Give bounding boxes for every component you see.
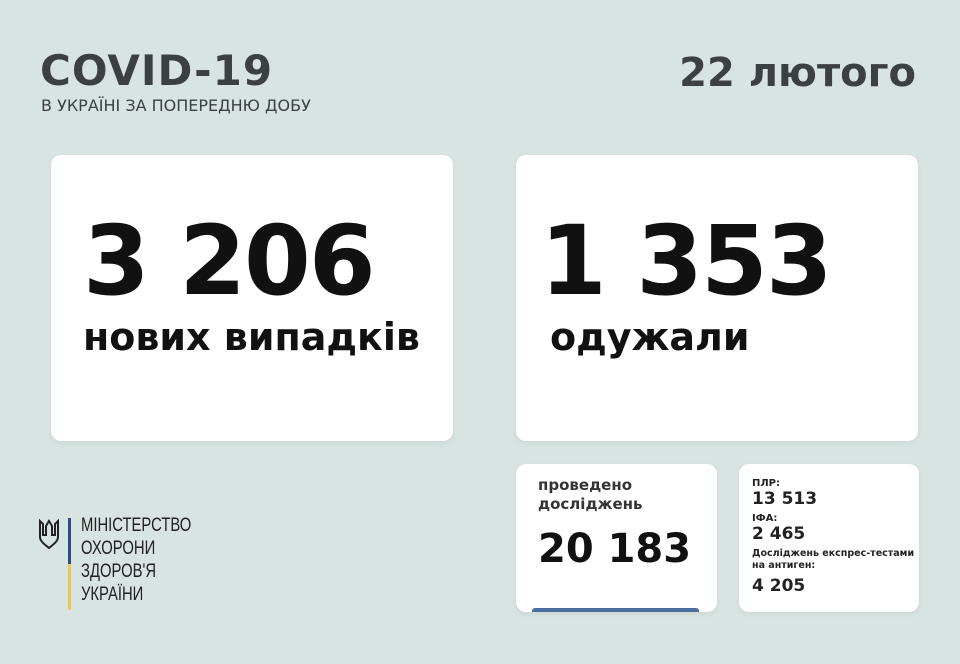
flag-divider	[68, 518, 71, 610]
recovered-label: одужали	[550, 315, 750, 359]
antigen-value: 4 205	[752, 576, 806, 596]
ministry-line: ЗДОРОВ'Я	[81, 561, 157, 582]
antigen-label: Досліджень експрес-тестами на антиген:	[752, 548, 915, 571]
trident-icon	[39, 518, 59, 550]
ifa-label: ІФА:	[752, 513, 778, 524]
title: COVID-19	[40, 46, 274, 95]
pcr-label: ПЛР:	[752, 478, 781, 489]
tests-card: проведено досліджень 20 183	[516, 464, 717, 612]
recovered-card: 1 353 одужали	[516, 155, 918, 441]
pcr-value: 13 513	[752, 489, 818, 509]
tests-breakdown-card: ПЛР: 13 513 ІФА: 2 465 Досліджень експре…	[739, 464, 919, 612]
new-cases-label: нових випадків	[83, 315, 420, 359]
new-cases-card: 3 206 нових випадків	[51, 155, 453, 441]
ifa-value: 2 465	[752, 524, 806, 544]
tests-value: 20 183	[538, 526, 692, 572]
accent-bar	[532, 608, 699, 612]
date: 22 лютого	[679, 50, 916, 96]
recovered-value: 1 353	[540, 205, 833, 317]
tests-label-1: проведено	[538, 476, 633, 494]
ministry-logo: МІНІСТЕРСТВО ОХОРОНИ ЗДОРОВ'Я УКРАЇНИ	[38, 515, 222, 610]
tests-label-2: досліджень	[538, 495, 643, 513]
ministry-line: ОХОРОНИ	[81, 538, 156, 559]
ministry-line: УКРАЇНИ	[81, 584, 144, 605]
subtitle: В УКРАЇНІ ЗА ПОПЕРЕДНЮ ДОБУ	[41, 96, 311, 115]
new-cases-value: 3 206	[83, 205, 376, 317]
ministry-line: МІНІСТЕРСТВО	[81, 515, 192, 536]
